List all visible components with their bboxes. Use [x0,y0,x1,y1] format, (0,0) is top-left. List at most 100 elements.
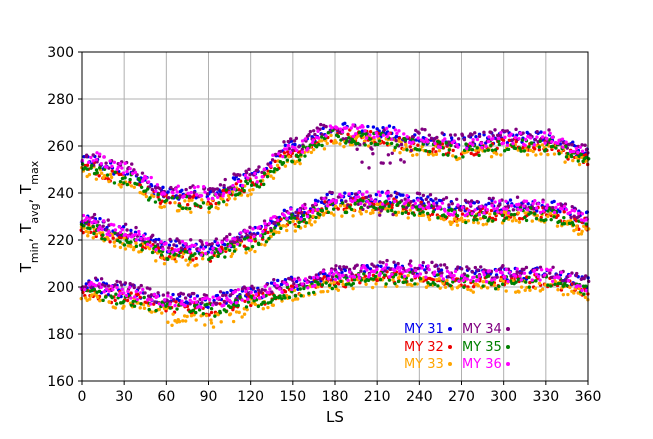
data-point [398,200,402,204]
data-point [157,249,162,253]
data-point [539,218,543,222]
data-point [555,141,560,146]
data-point [126,234,131,238]
data-point [370,269,374,274]
data-point [359,212,363,216]
data-point [571,140,575,144]
data-point [110,233,115,237]
data-point [551,206,555,210]
data-point [318,271,323,275]
data-point [246,297,250,301]
data-point [494,269,499,273]
data-point [297,278,302,282]
data-point [493,200,497,204]
data-point [183,242,187,246]
data-point [443,215,448,219]
data-point [405,194,409,198]
data-point [565,283,569,288]
data-point [487,201,491,206]
data-point [389,194,393,198]
data-point [446,275,451,279]
data-point [460,133,465,138]
data-point [436,216,440,220]
data-point [448,133,453,137]
legend-marker [506,327,510,331]
data-point [183,199,187,203]
data-point [452,273,456,278]
data-point [376,190,381,194]
data-point [378,260,382,264]
data-point [198,204,203,209]
data-point [142,306,147,310]
data-point [382,141,386,145]
data-point [131,299,135,304]
data-point [387,132,391,136]
data-point [567,221,572,226]
data-point [351,123,355,127]
data-point [512,212,517,217]
data-point [276,278,280,283]
data-point [178,204,182,208]
data-point [260,287,264,292]
data-point [538,278,542,282]
data-point [531,149,535,154]
data-points [79,121,591,329]
data-point [311,147,316,152]
data-point [303,154,307,158]
data-point [419,200,423,204]
data-point [562,204,567,209]
data-point [114,302,119,306]
data-point [134,225,138,230]
data-point [166,291,170,295]
data-point [184,206,188,210]
data-point [215,241,220,245]
data-point [329,139,333,143]
data-point [455,219,459,224]
data-point [557,152,561,156]
data-point [449,143,453,148]
legend-label: MY 34 [462,322,502,337]
data-point [349,207,354,212]
data-point [381,161,385,165]
data-point [475,199,479,204]
data-point [367,273,372,277]
data-point [94,177,99,181]
data-point [92,287,96,292]
data-point [515,195,520,199]
data-point [159,253,164,257]
data-point [246,246,250,251]
data-point [413,201,418,206]
data-point [153,200,158,204]
data-point [338,265,342,269]
data-point [173,303,177,308]
data-point [445,278,449,283]
data-point [144,194,149,199]
data-point [254,292,258,297]
data-point [243,299,247,303]
data-point [541,135,545,139]
data-point [110,169,114,173]
data-point [475,218,479,222]
data-point [552,210,557,215]
data-point [369,197,373,201]
data-point [95,224,100,228]
data-point [470,211,474,216]
data-point [286,150,290,154]
data-point [153,244,158,248]
data-point [277,230,281,235]
data-point [501,279,505,283]
data-point [474,148,478,153]
data-point [97,174,101,178]
data-point [361,132,365,136]
data-point [199,253,204,257]
data-point [234,182,239,186]
data-point [375,267,379,272]
data-point [246,300,251,304]
data-point [101,224,105,228]
data-point [418,204,422,209]
data-point [456,145,460,149]
data-point [214,237,219,241]
data-point [434,152,439,157]
data-point [284,224,288,228]
data-point [219,320,223,324]
